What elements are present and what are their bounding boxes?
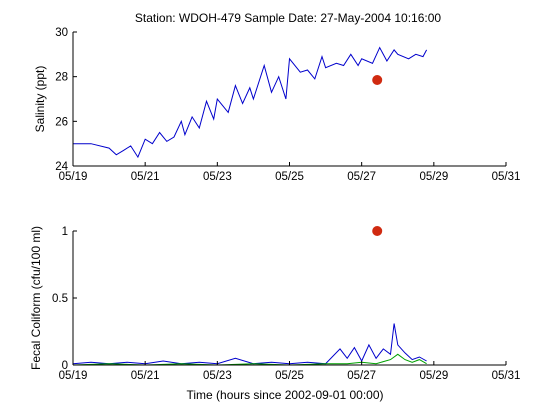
salinity-y-axis-label: Salinity (ppt) — [33, 66, 47, 133]
salinity-x-tick-label: 05/29 — [419, 171, 448, 183]
salinity-x-tick-label: 05/31 — [492, 171, 521, 183]
coliform-series-layer — [72, 226, 506, 366]
salinity-x-tick-label: 05/23 — [203, 171, 232, 183]
salinity-x-tick-label: 05/25 — [275, 171, 304, 183]
coliform-x-tick-label: 05/31 — [492, 370, 521, 382]
x-axis-label: Time (hours since 2002-09-01 00:00) — [187, 388, 384, 402]
coliform-x-tick-label: 05/29 — [419, 370, 448, 382]
coliform-x-tick-label: 05/23 — [203, 370, 232, 382]
coliform-y-axis-label: Fecal Coliform (cfu/100 ml) — [29, 226, 43, 370]
salinity-x-tick-label: 05/21 — [131, 171, 160, 183]
salinity-sample-marker-0 — [372, 75, 383, 85]
coliform-sample-marker-0 — [372, 226, 383, 236]
coliform-y-tick-label: 0 — [62, 360, 68, 372]
coliform-axes: 05/19 05/21 05/23 05/25 05/27 05/29 05/31 0 0.5 1 — [52, 226, 520, 382]
salinity-series-layer — [73, 46, 428, 159]
coliform-x-tick-label: 05/25 — [275, 370, 304, 382]
salinity-y-tick-label: 26 — [55, 116, 68, 128]
salinity-y-tick-label: 24 — [55, 161, 68, 173]
chart-title: Station: WDOH-479 Sample Date: 27-May-20… — [135, 11, 441, 25]
coliform-x-tick-label: 05/19 — [59, 370, 88, 382]
salinity-x-tick-label: 05/19 — [59, 171, 88, 183]
salinity-x-tick-label: 05/27 — [347, 171, 376, 183]
coliform-x-tick-label: 05/27 — [347, 370, 376, 382]
salinity-panel: 05/19 05/21 05/23 05/25 05/27 05/29 05/31 24 26 2… — [33, 27, 520, 183]
coliform-y-tick-label: 1 — [62, 226, 68, 238]
coliform-x-tick-label: 05/21 — [131, 370, 160, 382]
coliform-panel: 05/19 05/21 05/23 05/25 05/27 05/29 05/31 0 0.5 1… — [29, 226, 520, 402]
coliform-series-line-0 — [72, 323, 427, 365]
salinity-axes: 05/19 05/21 05/23 05/25 05/27 05/29 05/31 24 26 2… — [55, 27, 520, 183]
salinity-y-tick-label: 30 — [55, 27, 68, 39]
coliform-series-line-1 — [72, 353, 427, 366]
coliform-y-tick-label: 0.5 — [52, 293, 68, 305]
salinity-y-tick-label: 28 — [55, 72, 68, 84]
salinity-series-line-0 — [73, 46, 428, 159]
